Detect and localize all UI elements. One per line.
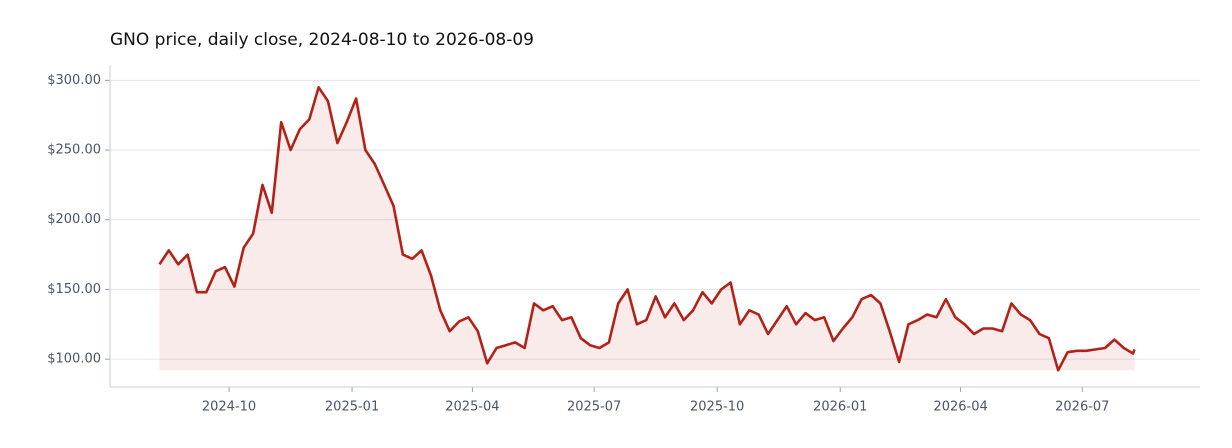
x-tick-label: 2025-07: [567, 400, 621, 415]
y-tick-label: $200.00: [47, 212, 101, 227]
chart-title: GNO price, daily close, 2024-08-10 to 20…: [110, 30, 534, 50]
line: [158, 86, 1136, 372]
y-tick-label: $300.00: [47, 73, 101, 88]
y-tick-label: $250.00: [47, 143, 101, 158]
x-tick-label: 2025-01: [325, 400, 379, 415]
x-tick-label: 2026-07: [1055, 400, 1109, 415]
x-tick-label: 2024-10: [202, 400, 256, 415]
x-tick-label: 2026-04: [933, 400, 987, 415]
y-tick-label: $100.00: [47, 352, 101, 367]
area: [159, 87, 1135, 371]
y-tick-label: $150.00: [47, 282, 101, 297]
x-tick-label: 2026-01: [813, 400, 867, 415]
x-tick-label: 2025-10: [690, 400, 744, 415]
x-tick-label: 2025-04: [445, 400, 499, 415]
